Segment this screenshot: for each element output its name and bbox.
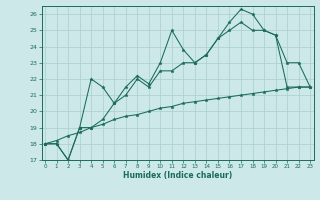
X-axis label: Humidex (Indice chaleur): Humidex (Indice chaleur) <box>123 171 232 180</box>
